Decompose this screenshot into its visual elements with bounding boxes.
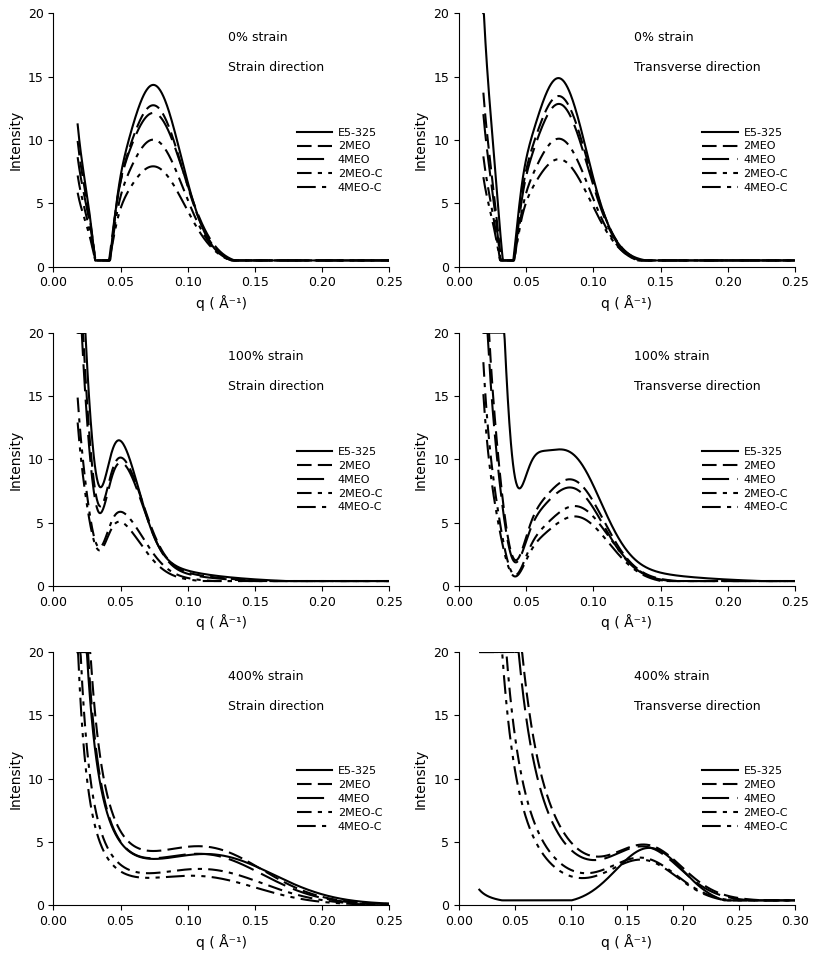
X-axis label: q ( Å⁻¹): q ( Å⁻¹) (196, 614, 247, 630)
Legend: E5-325, 2MEO, 4MEO, 2MEO-C, 4MEO-C: E5-325, 2MEO, 4MEO, 2MEO-C, 4MEO-C (698, 124, 792, 197)
Text: 0% strain

Transverse direction: 0% strain Transverse direction (634, 31, 761, 74)
Y-axis label: Intensity: Intensity (8, 429, 22, 490)
Legend: E5-325, 2MEO, 4MEO, 2MEO-C, 4MEO-C: E5-325, 2MEO, 4MEO, 2MEO-C, 4MEO-C (292, 762, 386, 836)
Y-axis label: Intensity: Intensity (414, 110, 428, 171)
X-axis label: q ( Å⁻¹): q ( Å⁻¹) (601, 934, 653, 949)
X-axis label: q ( Å⁻¹): q ( Å⁻¹) (196, 295, 247, 311)
Text: 0% strain

Strain direction: 0% strain Strain direction (228, 31, 324, 74)
Y-axis label: Intensity: Intensity (8, 748, 22, 809)
Text: 400% strain

Strain direction: 400% strain Strain direction (228, 670, 324, 713)
X-axis label: q ( Å⁻¹): q ( Å⁻¹) (601, 614, 653, 630)
X-axis label: q ( Å⁻¹): q ( Å⁻¹) (601, 295, 653, 311)
Legend: E5-325, 2MEO, 4MEO, 2MEO-C, 4MEO-C: E5-325, 2MEO, 4MEO, 2MEO-C, 4MEO-C (292, 124, 386, 197)
Y-axis label: Intensity: Intensity (8, 110, 22, 171)
X-axis label: q ( Å⁻¹): q ( Å⁻¹) (196, 934, 247, 949)
Legend: E5-325, 2MEO, 4MEO, 2MEO-C, 4MEO-C: E5-325, 2MEO, 4MEO, 2MEO-C, 4MEO-C (292, 443, 386, 517)
Legend: E5-325, 2MEO, 4MEO, 2MEO-C, 4MEO-C: E5-325, 2MEO, 4MEO, 2MEO-C, 4MEO-C (698, 762, 792, 836)
Text: 400% strain

Transverse direction: 400% strain Transverse direction (634, 670, 761, 713)
Text: 100% strain

Transverse direction: 100% strain Transverse direction (634, 351, 761, 394)
Legend: E5-325, 2MEO, 4MEO, 2MEO-C, 4MEO-C: E5-325, 2MEO, 4MEO, 2MEO-C, 4MEO-C (698, 443, 792, 517)
Text: 100% strain

Strain direction: 100% strain Strain direction (228, 351, 324, 394)
Y-axis label: Intensity: Intensity (414, 429, 428, 490)
Y-axis label: Intensity: Intensity (414, 748, 428, 809)
